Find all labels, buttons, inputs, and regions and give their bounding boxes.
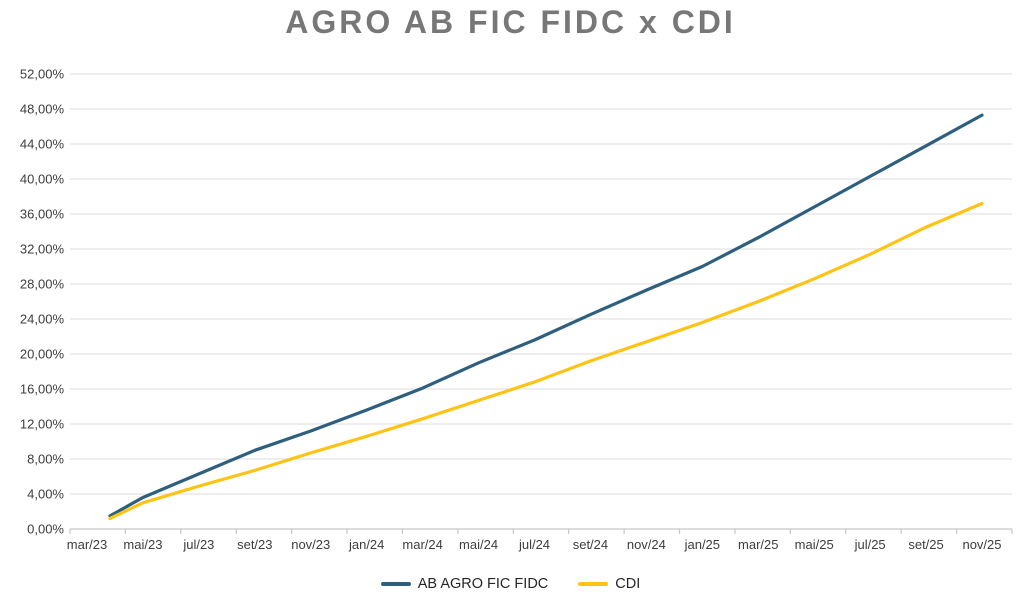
x-axis-tick-label: nov/24 (627, 537, 666, 552)
x-axis-tick-label: mai/24 (459, 537, 498, 552)
y-axis-tick-label: 28,00% (20, 277, 65, 292)
chart-title: AGRO AB FIC FIDC x CDI (285, 4, 736, 40)
x-axis-tick-label: set/24 (573, 537, 608, 552)
y-axis-tick-label: 32,00% (20, 242, 65, 257)
x-axis-tick-label: jul/23 (182, 537, 214, 552)
series-line-ab-agro-fic-fidc (108, 113, 984, 518)
y-axis-tick-label: 36,00% (20, 207, 65, 222)
chart-legend: AB AGRO FIC FIDC CDI (0, 576, 1021, 592)
y-axis-tick-label: 8,00% (27, 452, 64, 467)
x-axis-tick-label: mar/24 (402, 537, 442, 552)
legend-item-ab-agro-fic-fidc: AB AGRO FIC FIDC (380, 576, 549, 592)
x-axis-tick-label: set/25 (908, 537, 943, 552)
legend-line-swatch-cdi (578, 582, 609, 586)
legend-label-cdi: CDI (615, 576, 641, 592)
series-line-cdi (108, 201, 984, 521)
x-axis-tick-label: mai/23 (123, 537, 162, 552)
x-axis-tick-label: mar/23 (67, 537, 107, 552)
legend-label-ab-agro: AB AGRO FIC FIDC (417, 576, 549, 592)
y-axis-tick-label: 4,00% (27, 487, 64, 502)
x-axis-tick-label: jul/25 (854, 537, 886, 552)
x-axis-tick-label: set/23 (237, 537, 272, 552)
y-axis-tick-label: 48,00% (20, 102, 65, 117)
legend-line-swatch-ab-agro (380, 582, 411, 586)
y-axis-tick-label: 12,00% (20, 417, 65, 432)
y-axis-tick-label: 0,00% (27, 522, 64, 537)
y-axis-tick-label: 20,00% (20, 347, 65, 362)
legend-item-cdi: CDI (578, 576, 640, 592)
x-axis-tick-label: nov/25 (962, 537, 1001, 552)
x-axis-tick-label: mar/25 (738, 537, 778, 552)
y-axis-tick-label: 40,00% (20, 172, 65, 187)
x-axis-tick-label: jul/24 (518, 537, 550, 552)
y-axis-tick-label: 52,00% (20, 67, 65, 82)
y-axis-tick-label: 24,00% (20, 312, 65, 327)
y-axis-tick-label: 44,00% (20, 137, 65, 152)
x-axis-tick-label: jan/25 (684, 537, 720, 552)
y-axis-tick-label: 16,00% (20, 382, 65, 397)
x-axis-tick-label: jan/24 (348, 537, 384, 552)
x-axis-tick-label: nov/23 (291, 537, 330, 552)
x-axis-tick-label: mai/25 (795, 537, 834, 552)
